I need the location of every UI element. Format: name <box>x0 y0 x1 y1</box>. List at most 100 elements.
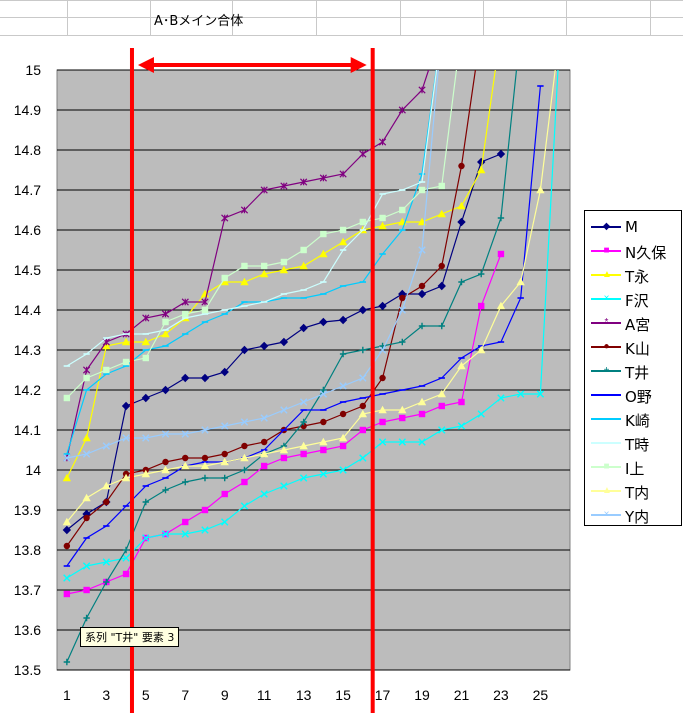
y-tick-label: 14.9 <box>14 102 41 118</box>
data-point <box>102 341 111 350</box>
sheet-row-line <box>0 35 683 36</box>
data-point <box>319 174 327 182</box>
data-point <box>378 405 387 414</box>
legend-marker-icon <box>602 438 611 447</box>
data-point <box>477 345 486 354</box>
data-point <box>478 302 485 310</box>
legend-line-swatch <box>591 274 621 276</box>
y-tick-label: 13.5 <box>14 662 41 678</box>
x-tick-label: 3 <box>102 687 110 703</box>
data-point <box>103 498 110 506</box>
legend-item[interactable]: ▲ T永 <box>585 263 681 287</box>
series-1 <box>62 149 506 535</box>
data-point <box>62 517 72 526</box>
data-point <box>260 462 268 470</box>
data-point <box>398 306 406 314</box>
data-point <box>339 466 347 474</box>
data-point <box>240 418 249 426</box>
data-point <box>181 430 189 438</box>
series-5 <box>63 70 430 462</box>
legend-item[interactable]: ● K山 <box>585 335 681 359</box>
data-point <box>182 478 189 486</box>
data-point <box>497 394 505 402</box>
data-point <box>181 298 189 306</box>
legend-item[interactable]: ▲ T内 <box>585 479 681 503</box>
data-point <box>83 586 90 594</box>
legend-label: T永 <box>625 268 650 286</box>
legend-item[interactable]: × F沢 <box>585 287 681 311</box>
data-point <box>319 437 328 446</box>
legend-item[interactable]: * A宮 <box>585 311 681 335</box>
data-point <box>63 590 71 598</box>
data-point <box>241 442 248 450</box>
data-point <box>201 426 209 434</box>
data-point <box>339 350 347 358</box>
data-point <box>122 358 130 366</box>
data-point <box>220 457 229 466</box>
data-point <box>201 454 209 462</box>
data-point <box>102 442 111 450</box>
data-point <box>418 86 426 94</box>
data-point <box>161 385 170 395</box>
data-point <box>457 217 466 227</box>
sheet-col-line <box>316 0 317 36</box>
legend-item[interactable]: × Y内 <box>585 503 681 527</box>
legend-line-swatch <box>591 298 621 300</box>
sheet-col-line <box>566 0 567 36</box>
data-point <box>181 373 190 383</box>
legend-item[interactable]: + T井 <box>585 359 681 383</box>
data-point <box>379 214 386 222</box>
data-point <box>378 438 387 446</box>
legend-marker-icon: ▲ <box>602 269 612 280</box>
y-tick-label: 15 <box>25 62 41 78</box>
data-point <box>457 201 466 210</box>
series-tooltip: 系列 "T井" 要素 3 <box>80 627 180 647</box>
legend-line-swatch <box>591 346 621 348</box>
legend-item[interactable]: ■ N久保 <box>585 239 681 263</box>
legend-item[interactable]: K崎 <box>585 407 681 431</box>
legend-item[interactable]: T時 <box>585 431 681 455</box>
data-point <box>457 422 466 430</box>
data-point <box>63 574 71 582</box>
sheet-col-line <box>650 0 651 36</box>
data-point <box>516 390 525 398</box>
legend-marker-icon: × <box>603 293 610 304</box>
data-point <box>280 482 288 490</box>
legend-item[interactable]: O野 <box>585 383 681 407</box>
data-point <box>477 410 485 418</box>
legend-item[interactable]: ■ I上 <box>585 455 681 479</box>
data-point <box>458 162 465 170</box>
data-point <box>418 438 426 446</box>
data-point <box>300 450 307 458</box>
data-point <box>339 442 347 450</box>
legend-marker-icon: + <box>603 365 610 376</box>
data-point <box>221 490 228 498</box>
legend-label: F沢 <box>625 292 649 310</box>
data-point <box>63 394 71 402</box>
data-point <box>516 277 525 286</box>
x-tick-label: 5 <box>142 687 150 703</box>
data-point <box>478 270 485 278</box>
data-point <box>200 373 210 383</box>
data-point <box>260 438 268 446</box>
data-point <box>82 450 91 458</box>
sheet-col-line <box>400 0 401 36</box>
data-point <box>240 277 249 286</box>
data-point <box>279 265 289 274</box>
data-point <box>82 366 91 374</box>
data-point <box>536 185 545 194</box>
legend-marker-icon: ■ <box>603 461 610 472</box>
data-point <box>240 453 249 462</box>
x-tick-label: 11 <box>257 687 272 703</box>
chart-legend[interactable]: ◆ M ■ N久保 ▲ T永 × F沢 * A宮 ● K山 + T井 O野 K崎 T時 ■ I上 ▲ T内 × Y内 <box>584 210 682 526</box>
data-point <box>240 345 249 355</box>
series-line <box>66 70 439 459</box>
data-point <box>339 170 347 178</box>
range-arrow-left-head <box>137 57 154 73</box>
legend-item[interactable]: ◆ M <box>585 215 681 239</box>
sheet-col-line <box>232 0 233 36</box>
sheet-cell-title[interactable]: A･Bメイン合体 <box>154 14 244 29</box>
data-point <box>299 261 308 270</box>
data-point <box>142 434 150 442</box>
